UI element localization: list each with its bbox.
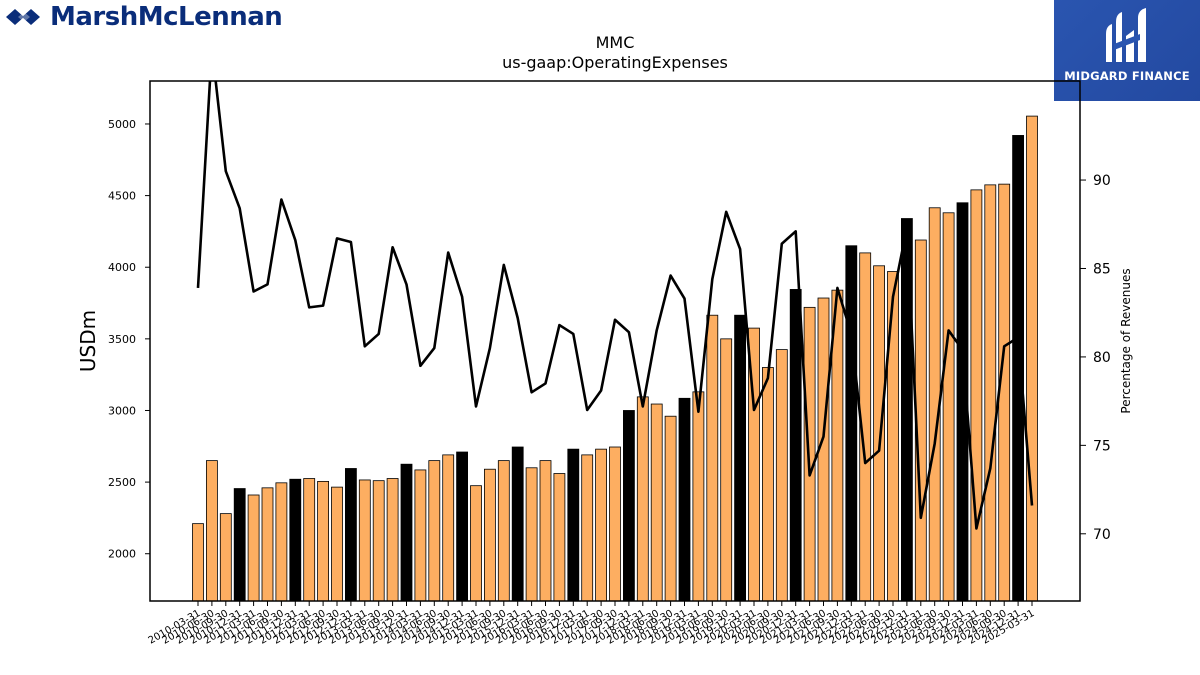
y2-tick-label: 75 <box>1093 438 1111 454</box>
bar <box>998 183 1011 602</box>
bar <box>762 367 774 602</box>
y-tick-label: 4000 <box>108 261 136 274</box>
chart-title: MMC <box>596 33 635 52</box>
bar <box>219 513 232 602</box>
bar <box>650 403 663 602</box>
y-tick-label: 5000 <box>108 118 136 131</box>
bar <box>442 454 455 602</box>
bar <box>372 480 385 602</box>
bar <box>289 478 302 602</box>
bar <box>789 289 802 602</box>
midgard-finance-logo: MIDGARD FINANCE <box>1054 0 1200 101</box>
bar <box>734 314 746 602</box>
bar <box>664 415 677 602</box>
y-tick-label: 3000 <box>108 404 136 417</box>
bar <box>901 218 913 602</box>
bar <box>400 463 413 602</box>
y-axis-label: USDm <box>76 310 100 372</box>
bar <box>706 314 719 602</box>
bar <box>623 410 635 602</box>
y2-tick-label: 70 <box>1093 527 1111 543</box>
marsh-mclennan-logo-icon <box>6 9 40 25</box>
bar <box>609 446 621 602</box>
y2-tick-label: 85 <box>1093 261 1111 277</box>
bar <box>720 338 733 602</box>
bar <box>275 482 288 602</box>
left-axis-ticks: 2000 2500 3000 3500 4000 4500 5000 <box>108 118 150 561</box>
bar <box>539 460 552 602</box>
bar <box>984 184 997 602</box>
marsh-mclennan-logo: MarshMcLennan <box>4 0 283 34</box>
bar <box>414 469 427 602</box>
bar <box>470 485 482 602</box>
bar <box>331 486 343 602</box>
y2-tick-label: 80 <box>1093 350 1111 366</box>
y-tick-label: 2500 <box>108 476 136 489</box>
midgard-logo-icon <box>1106 8 1146 62</box>
line-series <box>196 81 1034 530</box>
bar <box>344 468 357 602</box>
bar <box>247 494 260 602</box>
bar <box>678 397 691 602</box>
bar <box>192 523 204 602</box>
bar <box>456 451 469 602</box>
bar <box>525 467 538 602</box>
bar <box>692 391 705 602</box>
bar <box>497 460 510 602</box>
bar <box>595 448 607 602</box>
y-tick-label: 4500 <box>108 190 136 203</box>
bar <box>233 488 246 602</box>
bar <box>775 349 788 602</box>
bar <box>483 468 496 602</box>
bar <box>205 460 218 602</box>
right-axis-ticks: 70 75 80 85 90 <box>1080 173 1111 543</box>
bar <box>303 478 316 602</box>
bar <box>845 245 858 602</box>
plot-frame <box>149 80 1081 602</box>
y2-axis-label: Percentage of Revenues <box>1119 268 1133 413</box>
bar <box>970 189 983 602</box>
brand-right-name: MIDGARD FINANCE <box>1064 69 1190 83</box>
bar <box>873 265 885 602</box>
bar <box>386 478 399 602</box>
bar <box>1026 115 1038 602</box>
y-tick-label: 2000 <box>108 548 136 561</box>
y2-tick-label: 90 <box>1093 173 1111 189</box>
bar <box>511 446 524 602</box>
percentage-line <box>196 81 1034 530</box>
brand-left-name: MarshMcLennan <box>50 2 283 32</box>
bar <box>567 448 580 602</box>
bar <box>261 487 274 602</box>
x-axis-ticks: 2010-03-312010-06-302010-09-302010-12-31… <box>147 601 1037 647</box>
bar-series <box>192 115 1038 602</box>
bar <box>1012 135 1024 602</box>
bar <box>428 460 441 602</box>
bar <box>636 396 649 602</box>
bar <box>358 479 371 602</box>
bar <box>553 473 566 602</box>
y-tick-label: 3500 <box>108 333 136 346</box>
chart-subtitle: us-gaap:OperatingExpenses <box>502 53 728 72</box>
bar <box>317 480 330 602</box>
bar <box>887 271 899 602</box>
bar <box>942 212 955 602</box>
bar <box>581 454 594 602</box>
